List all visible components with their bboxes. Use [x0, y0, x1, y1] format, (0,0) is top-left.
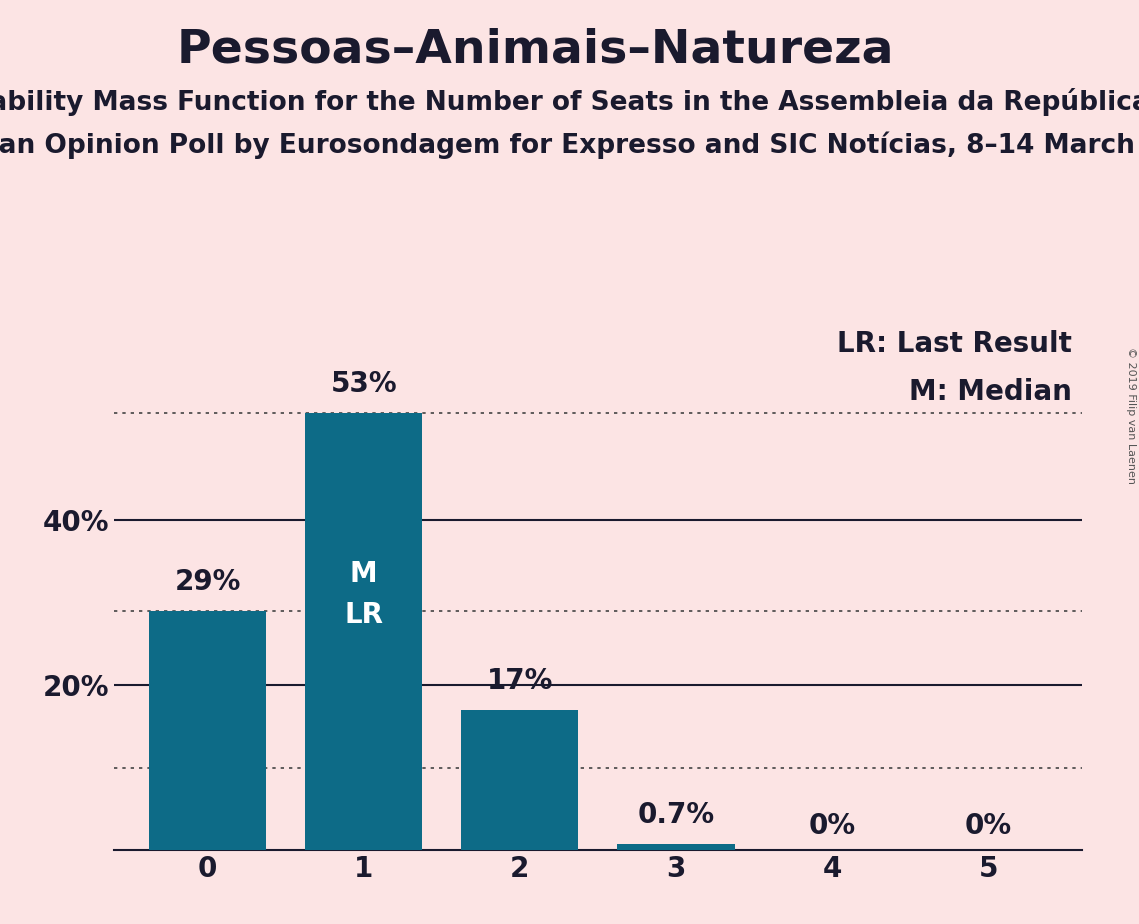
Bar [149, 611, 267, 850]
Text: LR: Last Result: LR: Last Result [837, 330, 1073, 359]
Text: Pessoas–Animais–Natureza: Pessoas–Animais–Natureza [177, 28, 894, 73]
Bar [617, 845, 735, 850]
Text: M
LR: M LR [344, 560, 383, 629]
Text: 53%: 53% [330, 371, 398, 398]
Bar [305, 413, 423, 850]
Text: 17%: 17% [486, 667, 554, 695]
Bar [461, 710, 579, 850]
Text: M: Median: M: Median [910, 379, 1073, 407]
Text: 0%: 0% [965, 812, 1011, 840]
Text: 0.7%: 0.7% [638, 801, 714, 830]
Text: 0%: 0% [809, 812, 855, 840]
Text: 29%: 29% [174, 568, 240, 596]
Text: Probability Mass Function for the Number of Seats in the Assembleia da República: Probability Mass Function for the Number… [0, 88, 1139, 116]
Text: Based on an Opinion Poll by Eurosondagem for Expresso and SIC Notícias, 8–14 Mar: Based on an Opinion Poll by Eurosondagem… [0, 131, 1139, 159]
Text: © 2019 Filip van Laenen: © 2019 Filip van Laenen [1126, 347, 1136, 484]
